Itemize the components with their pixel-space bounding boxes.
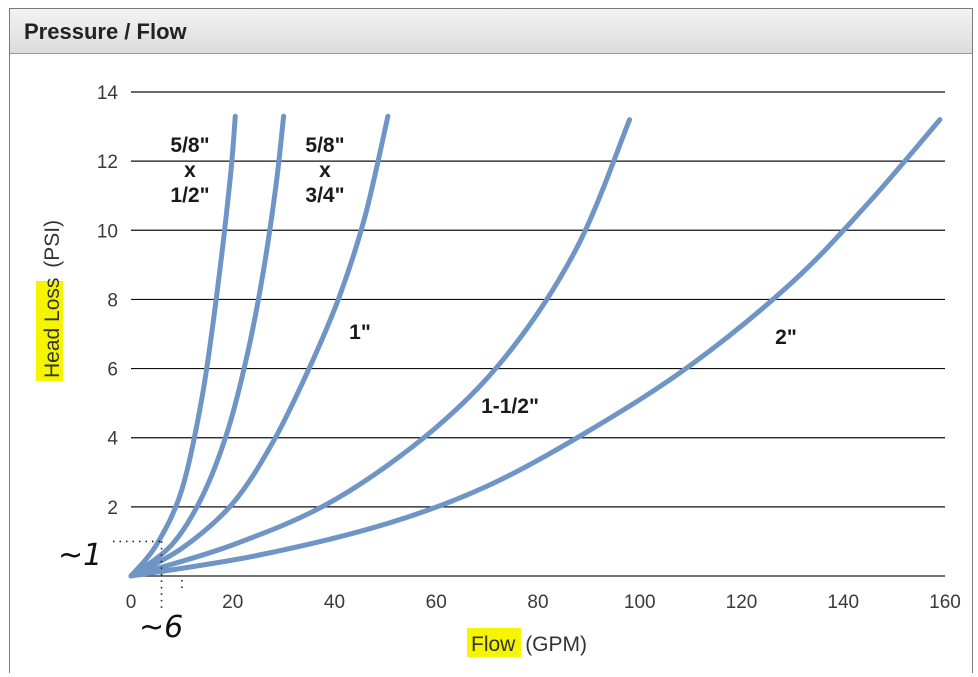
curve-label-0-line-0: 5/8" xyxy=(170,134,209,157)
curve-label-2: 5/8" x 3/4" xyxy=(305,134,344,207)
x-note-text: ~6 xyxy=(139,610,183,645)
curve-series-2 xyxy=(128,113,391,579)
curve-labels: 5/8" x 1/2"5/8" x 3/4"1"1-1/2"2" xyxy=(170,134,796,418)
curve-label-0: 5/8" x 1/2" xyxy=(170,134,209,207)
x-axis-title: Flow (GPM) xyxy=(471,633,587,656)
x-tick-label-20: 20 xyxy=(222,592,243,613)
y-note-text: ~1 xyxy=(58,538,102,573)
curve-label-0-line-1: x xyxy=(184,159,196,182)
x-tick-label-100: 100 xyxy=(624,592,656,613)
xlabel-highlight xyxy=(467,628,521,657)
curve-label-5: 2" xyxy=(775,326,797,349)
x-axis-title-unit: (GPM) xyxy=(525,633,587,656)
panel-title: Pressure / Flow xyxy=(24,19,187,44)
curve-label-2-line-1: x xyxy=(319,159,331,182)
curve-label-4: 1-1/2" xyxy=(481,395,539,418)
curve-label-3-line-0: 1" xyxy=(349,321,371,344)
handwritten-annotations: ~1 ~6 xyxy=(58,538,183,645)
curve-series-0 xyxy=(128,113,238,579)
y-tick-label-14: 14 xyxy=(97,83,119,104)
x-axis-title-main: Flow xyxy=(471,633,516,656)
curve-series-1 xyxy=(128,113,287,579)
y-axis-title: Head Loss (PSI) xyxy=(41,220,64,378)
curve-series-4 xyxy=(128,117,633,579)
x-tick-label-160: 160 xyxy=(929,592,961,613)
y-axis-title-group: Head Loss (PSI) xyxy=(36,220,64,381)
chart-panel: Pressure / Flow xyxy=(9,8,973,673)
y-axis-title-unit: (PSI) xyxy=(41,220,64,268)
curve-label-2-line-0: 5/8" xyxy=(305,134,344,157)
curve-label-0-line-2: 1/2" xyxy=(170,184,209,207)
x-tick-label-60: 60 xyxy=(426,592,447,613)
x-tick-label-0: 0 xyxy=(126,592,137,613)
curve-label-4-line-0: 1-1/2" xyxy=(481,395,539,418)
curve-series-5 xyxy=(128,117,943,579)
curve-label-2-line-2: 3/4" xyxy=(305,184,344,207)
curves xyxy=(128,113,943,579)
x-tick-label-80: 80 xyxy=(527,592,548,613)
y-tick-label-10: 10 xyxy=(97,221,118,242)
panel-header: Pressure / Flow xyxy=(10,9,972,54)
curve-label-3: 1" xyxy=(349,321,371,344)
x-tick-label-120: 120 xyxy=(726,592,758,613)
y-tick-label-8: 8 xyxy=(107,290,118,311)
x-tick-label-40: 40 xyxy=(324,592,345,613)
grid-lines xyxy=(131,91,945,577)
y-tick-label-6: 6 xyxy=(107,360,118,381)
y-tick-label-12: 12 xyxy=(97,152,118,173)
x-tick-label-140: 140 xyxy=(827,592,859,613)
ylabel-highlight xyxy=(36,281,63,381)
y-axis-title-main: Head Loss xyxy=(41,278,64,378)
y-tick-label-2: 2 xyxy=(107,498,118,519)
y-tick-label-4: 4 xyxy=(107,429,118,450)
curve-label-5-line-0: 2" xyxy=(775,326,797,349)
